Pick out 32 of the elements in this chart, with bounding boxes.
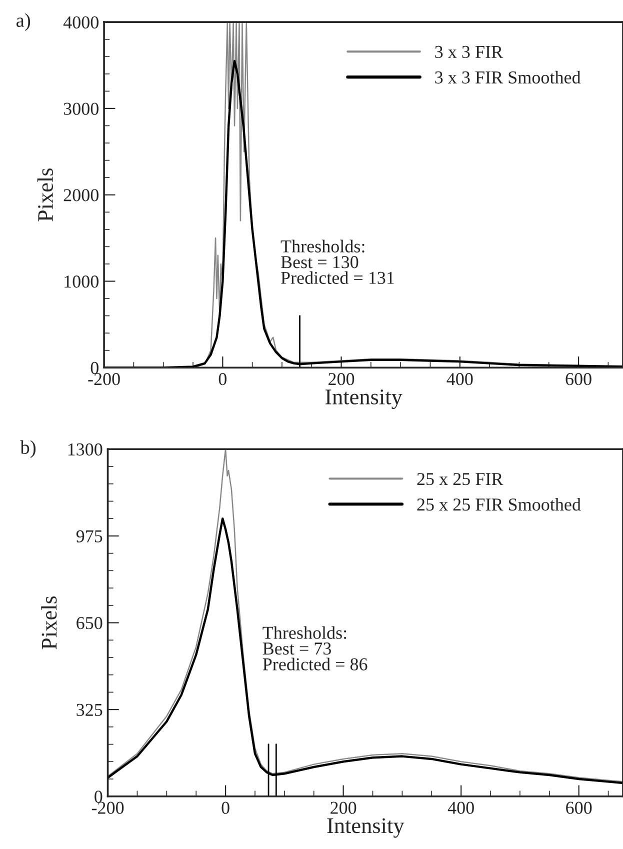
y-tick-label: 325 xyxy=(76,704,102,716)
y-tick-label: 975 xyxy=(76,530,102,542)
x-tick-label: -200 xyxy=(92,802,124,814)
legend-label: 25 x 25 FIR xyxy=(417,473,504,486)
x-tick-label: 600 xyxy=(566,373,592,386)
x-axis-title: Intensity xyxy=(327,818,404,838)
y-tick-label: 650 xyxy=(76,617,102,630)
y-tick-label: 0 xyxy=(90,362,98,374)
x-tick-label: -200 xyxy=(88,373,120,386)
y-tick-label: 1300 xyxy=(68,443,102,456)
x-tick-label: 400 xyxy=(448,802,474,814)
y-axis-title: Pixels xyxy=(41,596,57,650)
x-tick-label: 600 xyxy=(566,802,592,814)
annotation: Thresholds: Best = 130 Predicted = 131 xyxy=(280,240,394,284)
y-tick-label: 4000 xyxy=(63,16,98,29)
x-tick-label: 200 xyxy=(328,373,354,386)
y-axis-title: Pixels xyxy=(37,168,53,222)
x-tick-label: 200 xyxy=(330,802,356,814)
x-tick-label: 400 xyxy=(446,373,473,386)
x-axis-title: Intensity xyxy=(325,389,402,410)
legend-label: 25 x 25 FIR Smoothed xyxy=(417,498,581,511)
y-tick-label: 2000 xyxy=(64,189,98,202)
y-tick-label: 0 xyxy=(94,790,102,803)
x-tick-label: 0 xyxy=(222,802,230,814)
annotation: Thresholds: Best = 73 Predicted = 86 xyxy=(262,626,368,670)
y-tick-label: 3000 xyxy=(64,102,98,115)
y-tick-label: 1000 xyxy=(64,275,98,288)
chart-title: a) xyxy=(16,13,30,31)
x-tick-label: 0 xyxy=(218,373,226,386)
chart-title: b) xyxy=(20,440,36,458)
legend-label: 3 x 3 FIR Smoothed xyxy=(435,70,581,84)
legend-label: 3 x 3 FIR xyxy=(435,46,504,58)
